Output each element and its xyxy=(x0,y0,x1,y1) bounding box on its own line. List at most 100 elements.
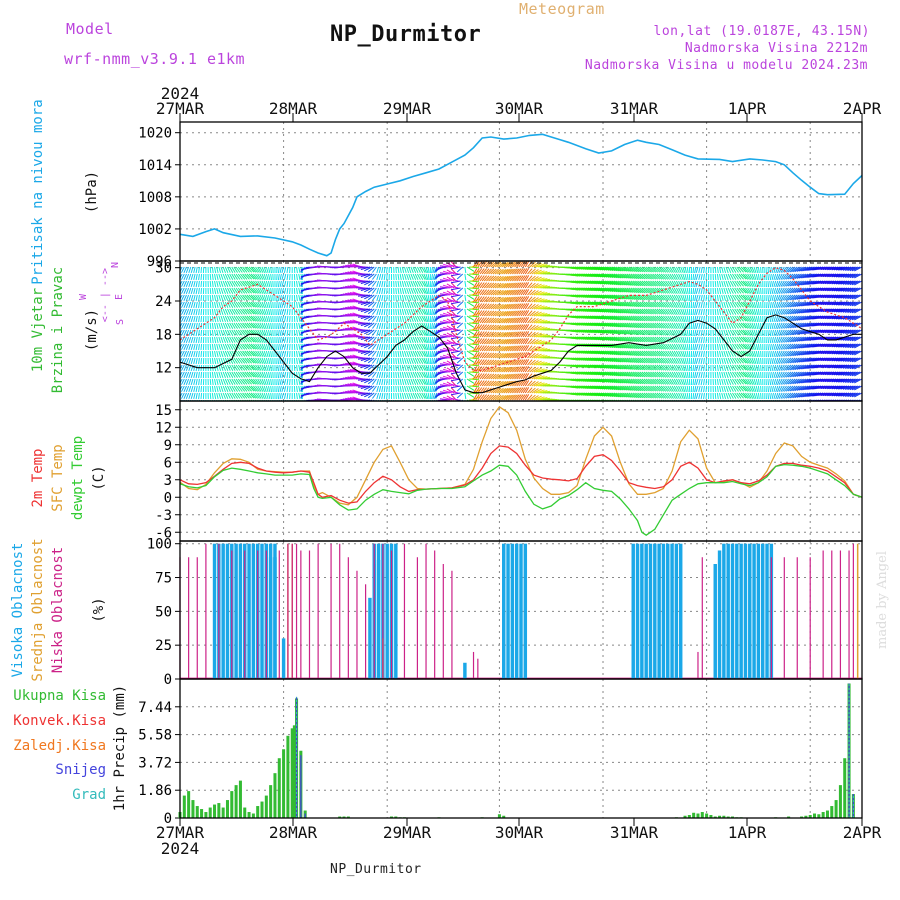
wind-barb xyxy=(399,287,402,295)
wind-barb xyxy=(650,301,657,308)
wind-barb xyxy=(378,266,382,274)
wind-barb xyxy=(378,364,382,372)
wind-barb xyxy=(624,378,632,384)
wind-barb xyxy=(512,296,518,303)
wind-barb xyxy=(437,329,448,331)
wind-barb xyxy=(667,371,673,378)
wind-barb xyxy=(630,371,638,378)
wind-barb xyxy=(600,371,610,376)
wind-barb xyxy=(585,329,595,334)
y-tick-label: 0 xyxy=(164,672,172,688)
wind-barb xyxy=(244,273,250,280)
wind-barb xyxy=(533,283,542,289)
wind-barb xyxy=(509,394,516,401)
wind-barb xyxy=(277,308,280,316)
wind-barb xyxy=(695,378,699,386)
wind-barb xyxy=(248,371,255,378)
wind-barb xyxy=(632,266,640,273)
wind-barb xyxy=(654,385,661,392)
wind-barb xyxy=(255,315,260,322)
wind-barb xyxy=(507,359,514,366)
wind-barb xyxy=(220,308,224,316)
wind-barb xyxy=(583,350,593,355)
wind-barb xyxy=(604,301,614,306)
wind-barb xyxy=(190,371,194,379)
wind-barb xyxy=(635,378,642,385)
wind-barb xyxy=(403,392,407,400)
wind-barb xyxy=(535,270,545,275)
wind-barb xyxy=(267,378,271,386)
wind-barb xyxy=(437,315,448,317)
wind-barb xyxy=(235,322,241,329)
wind-barb xyxy=(665,315,671,322)
wind-barb xyxy=(647,301,654,308)
wind-barb xyxy=(481,310,487,317)
wind-barb xyxy=(522,345,528,352)
wind-barb xyxy=(675,378,680,385)
wind-barb xyxy=(639,350,646,357)
wind-barb xyxy=(516,268,522,275)
wind-barb xyxy=(246,273,253,280)
wind-barb xyxy=(261,315,266,323)
wind-barb xyxy=(277,392,280,400)
wind-barb xyxy=(647,266,654,273)
wind-barb xyxy=(360,336,371,340)
wind-barb xyxy=(533,318,542,324)
wind-barb xyxy=(479,338,485,345)
wind-barb xyxy=(250,357,257,364)
wind-barb xyxy=(583,378,593,383)
wind-barb xyxy=(650,266,657,273)
wind-barb xyxy=(477,345,483,352)
wind-barb xyxy=(277,357,280,365)
wind-barb xyxy=(579,273,589,277)
wind-barb xyxy=(512,387,518,394)
y-tick-label: 25 xyxy=(155,638,172,654)
wind-barb xyxy=(419,378,424,385)
wind-barb xyxy=(410,392,414,399)
wind-barb xyxy=(360,301,371,305)
wind-barb xyxy=(180,294,185,301)
wind-barb xyxy=(647,315,654,322)
wind-barb xyxy=(216,315,219,323)
wind-barb xyxy=(665,378,671,385)
wind-barb xyxy=(596,266,606,271)
wind-barb xyxy=(267,343,271,351)
wind-barb xyxy=(486,324,492,331)
wind-barb xyxy=(432,329,436,337)
wind-barb xyxy=(678,308,682,316)
wind-barb xyxy=(188,371,192,379)
wind-barb xyxy=(408,336,412,344)
wind-barb xyxy=(244,287,250,294)
wind-barb xyxy=(431,287,434,295)
wind-barb xyxy=(408,301,412,309)
wind-barb xyxy=(237,273,243,280)
wind-barb xyxy=(663,371,669,378)
wind-barb xyxy=(408,294,412,302)
wind-barb xyxy=(188,322,192,330)
wind-barb xyxy=(281,385,285,393)
wind-barb xyxy=(367,378,375,385)
wind-barb xyxy=(427,315,430,323)
wind-barb xyxy=(399,392,402,400)
wind-barb xyxy=(222,364,226,371)
wind-barb xyxy=(527,317,533,324)
wind-barb xyxy=(381,315,384,323)
wind-barb xyxy=(499,359,507,366)
wind-barb xyxy=(257,371,262,378)
wind-barb xyxy=(481,317,487,324)
wind-barb xyxy=(265,315,269,323)
wind-barb xyxy=(242,378,248,385)
wind-barb xyxy=(505,268,512,275)
wind-barb xyxy=(214,385,217,393)
wind-barb xyxy=(620,266,628,272)
wind-barb xyxy=(630,280,638,287)
wind-barb xyxy=(345,390,355,394)
wind-barb xyxy=(466,280,475,286)
wind-barb xyxy=(270,378,272,386)
wind-barb xyxy=(469,392,480,395)
wind-barb xyxy=(190,280,194,288)
wind-barb xyxy=(529,380,536,387)
wind-barb xyxy=(626,364,634,370)
wind-barb xyxy=(431,392,434,400)
wind-barb xyxy=(658,385,665,392)
